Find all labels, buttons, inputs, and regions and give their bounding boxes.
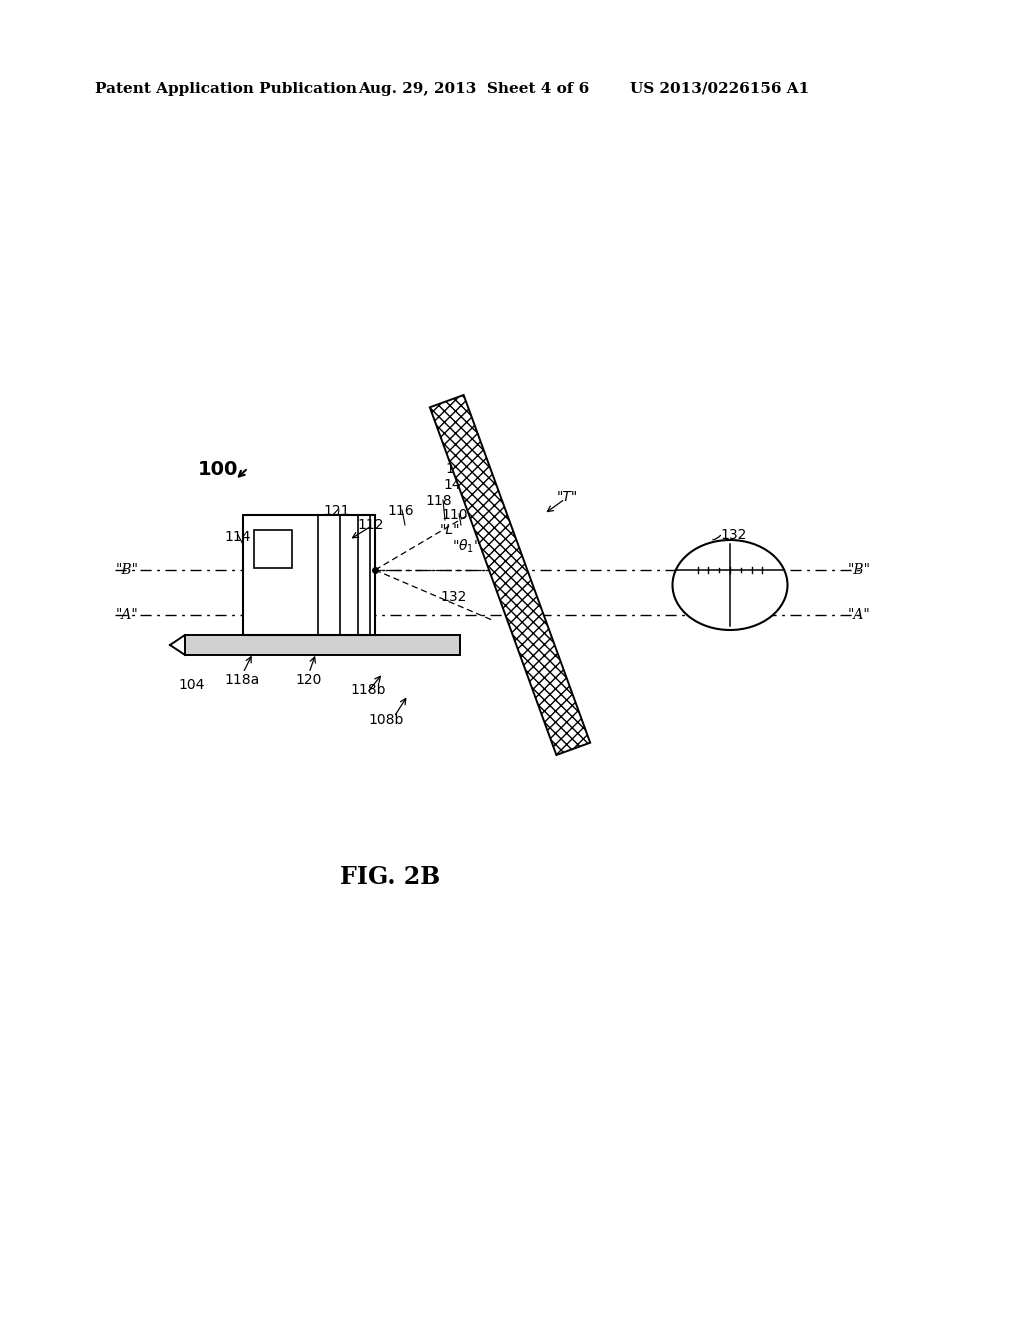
Text: 100: 100 [198, 459, 239, 479]
Text: 120: 120 [295, 673, 322, 686]
Text: "B": "B" [848, 564, 871, 577]
Text: 132: 132 [720, 528, 746, 543]
Text: 136: 136 [445, 462, 471, 477]
Bar [254, 531, 292, 568]
Bar [243, 515, 375, 635]
Text: 116: 116 [387, 504, 414, 517]
Text: 118a: 118a [224, 673, 259, 686]
Text: "L": "L" [440, 523, 461, 537]
Text: "A": "A" [848, 609, 870, 622]
Text: 118: 118 [425, 494, 452, 508]
Text: "$\theta_1$": "$\theta_1$" [452, 539, 480, 556]
Text: 118b: 118b [350, 682, 385, 697]
Text: 104: 104 [178, 678, 205, 692]
Text: "A": "A" [116, 609, 138, 622]
Text: FIG. 2B: FIG. 2B [340, 865, 440, 888]
Text: 110: 110 [441, 508, 468, 521]
Text: 108b: 108b [368, 713, 403, 727]
Text: Patent Application Publication: Patent Application Publication [95, 82, 357, 96]
Text: 132: 132 [440, 590, 466, 605]
Text: Aug. 29, 2013  Sheet 4 of 6: Aug. 29, 2013 Sheet 4 of 6 [358, 82, 589, 96]
Text: US 2013/0226156 A1: US 2013/0226156 A1 [630, 82, 809, 96]
Text: 142: 142 [443, 478, 469, 492]
Text: 114: 114 [224, 531, 251, 544]
Polygon shape [430, 395, 590, 755]
Polygon shape [185, 635, 460, 655]
Text: "T": "T" [557, 490, 579, 504]
Text: "B": "B" [116, 564, 139, 577]
Ellipse shape [673, 540, 787, 630]
Text: 112: 112 [357, 517, 384, 532]
Text: 121: 121 [323, 504, 349, 517]
